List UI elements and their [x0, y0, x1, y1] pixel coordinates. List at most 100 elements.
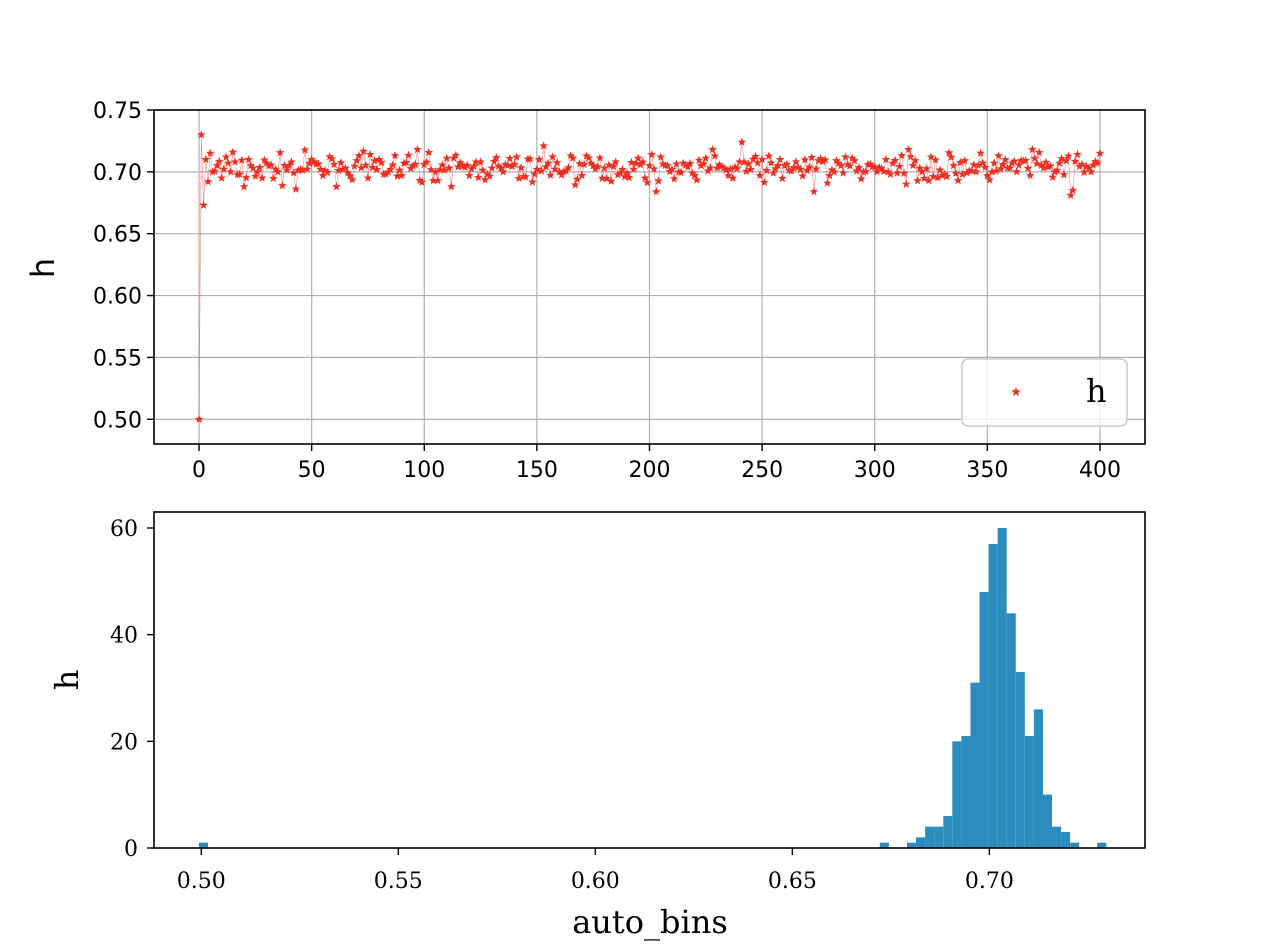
- data-point: [877, 164, 886, 173]
- data-point: [708, 144, 717, 154]
- data-point: [886, 169, 895, 179]
- data-point: [354, 151, 364, 160]
- data-point: [570, 180, 580, 189]
- data-point: [1007, 158, 1017, 167]
- data-point: [388, 160, 398, 169]
- data-point: [699, 159, 708, 168]
- data-point: [214, 156, 224, 166]
- data-point: [361, 160, 371, 170]
- data-point: [334, 165, 344, 175]
- data-point: [264, 161, 274, 170]
- data-point: [338, 164, 348, 173]
- data-point: [424, 147, 434, 157]
- data-point: [566, 151, 576, 160]
- data-point: [550, 164, 560, 173]
- data-point: [433, 175, 443, 185]
- data-point: [212, 161, 222, 170]
- data-point: [1050, 167, 1060, 176]
- data-point: [473, 172, 483, 182]
- data-point: [759, 177, 769, 187]
- data-point: [410, 159, 420, 169]
- data-point: [282, 165, 292, 174]
- data-point: [453, 162, 463, 171]
- y-tick-label: 40: [110, 624, 138, 649]
- data-point: [239, 182, 249, 191]
- histogram-bar: [997, 528, 1007, 848]
- data-point: [678, 158, 688, 167]
- data-point: [555, 167, 564, 176]
- data-point: [1079, 167, 1089, 177]
- data-point: [1075, 161, 1085, 171]
- data-point: [397, 170, 407, 180]
- data-point: [606, 176, 616, 185]
- scatter-panel: 0 50 100 150 200 250 300 350 400 0.50 0.55 0.60 0.6…: [24, 99, 1146, 483]
- data-point: [363, 173, 373, 182]
- histogram-bar: [1097, 842, 1107, 848]
- data-point: [320, 166, 330, 175]
- data-point: [521, 172, 530, 181]
- x-tick-label: 0.60: [571, 869, 620, 894]
- data-point: [967, 166, 976, 175]
- data-point: [766, 158, 776, 167]
- data-point: [917, 167, 927, 176]
- data-point: [901, 179, 911, 188]
- data-point: [372, 165, 382, 174]
- data-point: [633, 153, 643, 162]
- data-point: [259, 155, 269, 164]
- data-point: [847, 153, 857, 162]
- data-point: [539, 141, 549, 150]
- data-point: [778, 173, 787, 183]
- data-point: [1032, 159, 1042, 168]
- data-point: [426, 165, 436, 174]
- data-point: [976, 148, 985, 157]
- histogram-bar: [1006, 613, 1016, 848]
- data-point: [895, 161, 904, 171]
- x-tick-label: 100: [403, 458, 445, 483]
- data-point: [226, 167, 235, 176]
- y-tick-label: 0.75: [93, 99, 142, 124]
- data-point: [464, 170, 474, 180]
- data-point: [1000, 155, 1010, 164]
- data-point: [1039, 163, 1049, 172]
- data-point: [631, 158, 641, 168]
- data-point: [1055, 158, 1064, 167]
- data-point: [280, 160, 290, 170]
- data-point: [228, 147, 238, 156]
- data-point: [642, 178, 652, 187]
- data-point: [591, 164, 600, 173]
- data-point: [730, 162, 740, 171]
- data-point: [807, 152, 817, 162]
- data-point: [325, 152, 335, 161]
- data-point: [1023, 163, 1033, 173]
- histogram-bar: [961, 736, 971, 848]
- data-point: [336, 158, 346, 167]
- data-point: [791, 157, 801, 166]
- data-point: [1046, 161, 1055, 170]
- data-point: [467, 164, 476, 173]
- histogram-bar: [1061, 832, 1071, 848]
- data-point: [865, 159, 875, 168]
- histogram-bar: [879, 842, 889, 848]
- data-point: [221, 152, 231, 161]
- x-tick-label: 0.55: [374, 869, 423, 894]
- data-point: [928, 171, 938, 181]
- data-point: [1030, 153, 1040, 163]
- data-point: [638, 157, 648, 166]
- data-point: [395, 165, 404, 175]
- data-point: [273, 167, 283, 176]
- scatter-y-ticks: 0.50 0.55 0.60 0.65 0.70 0.75: [93, 99, 154, 433]
- data-point: [820, 155, 830, 164]
- data-point: [881, 154, 891, 164]
- data-point: [196, 130, 206, 139]
- histogram-y-ticks: 0 20 40 60: [110, 517, 154, 862]
- y-tick-label: 0.70: [93, 161, 142, 186]
- data-point: [836, 161, 846, 170]
- data-point: [532, 164, 542, 174]
- data-point: [422, 157, 431, 167]
- data-point: [300, 145, 310, 154]
- data-point: [845, 161, 855, 170]
- data-point: [235, 169, 244, 179]
- data-point: [624, 172, 634, 182]
- data-point: [455, 158, 465, 167]
- data-point: [669, 174, 679, 183]
